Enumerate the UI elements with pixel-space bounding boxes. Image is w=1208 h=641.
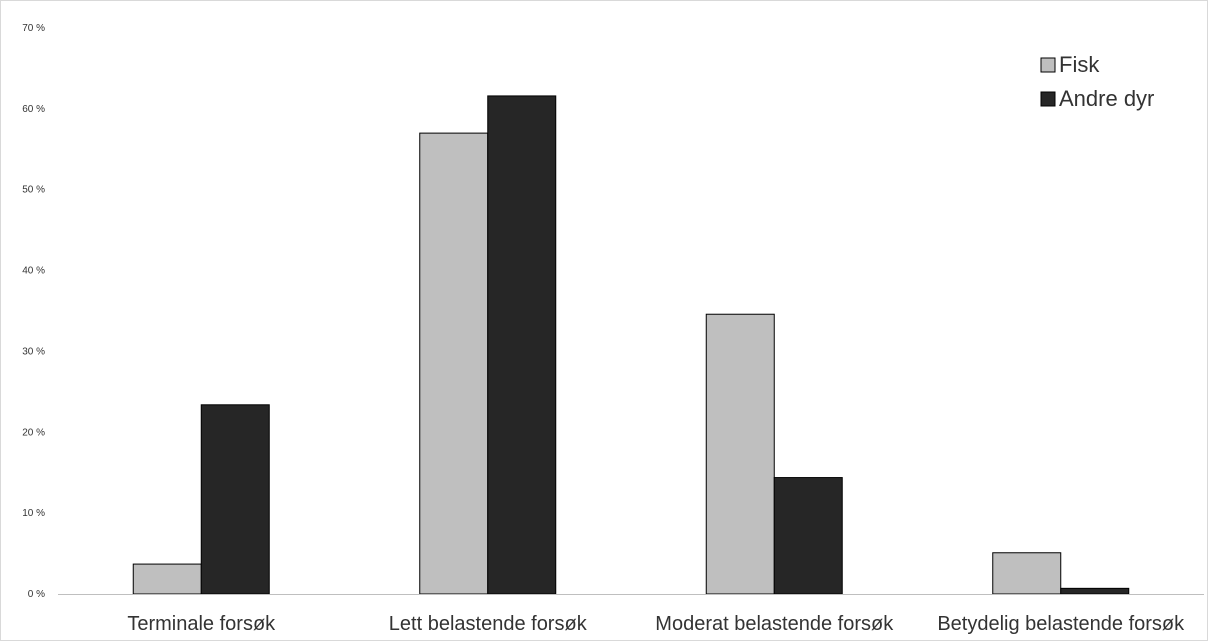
legend-label: Andre dyr bbox=[1059, 86, 1154, 111]
bar-fisk-4 bbox=[992, 552, 1062, 595]
x-category-label: Lett belastende forsøk bbox=[389, 613, 588, 635]
y-axis: 0 % 10 % 20 % 30 % 40 % 50 % 60 % 70 % bbox=[22, 23, 45, 600]
bar-andre-dyr-2 bbox=[487, 95, 557, 595]
legend-label: Fisk bbox=[1059, 52, 1100, 77]
y-tick-label: 70 % bbox=[22, 23, 45, 34]
bars bbox=[132, 95, 1130, 595]
bar-fisk-2 bbox=[419, 132, 489, 595]
legend-swatch bbox=[1040, 91, 1056, 107]
bar-andre-dyr-3 bbox=[773, 477, 843, 595]
bar-andre-dyr-1 bbox=[200, 404, 270, 595]
y-tick-label: 10 % bbox=[22, 508, 45, 519]
y-tick-label: 20 % bbox=[22, 427, 45, 438]
bar-fisk-1 bbox=[132, 563, 202, 595]
legend: Fisk Andre dyr bbox=[1040, 52, 1154, 111]
x-category-label: Betydelig belastende forsøk bbox=[937, 613, 1185, 635]
bar-andre-dyr-4 bbox=[1060, 587, 1130, 595]
y-tick-label: 30 % bbox=[22, 346, 45, 357]
x-axis: Terminale forsøk Lett belastende forsøk Mo… bbox=[127, 613, 1185, 635]
bar-fisk-3 bbox=[705, 313, 775, 595]
y-tick-label: 50 % bbox=[22, 185, 45, 196]
x-category-label: Moderat belastende forsøk bbox=[655, 613, 894, 635]
y-tick-label: 0 % bbox=[28, 589, 45, 600]
y-tick-label: 60 % bbox=[22, 104, 45, 115]
legend-swatch bbox=[1040, 57, 1056, 73]
y-tick-label: 40 % bbox=[22, 266, 45, 277]
x-category-label: Terminale forsøk bbox=[127, 613, 276, 635]
